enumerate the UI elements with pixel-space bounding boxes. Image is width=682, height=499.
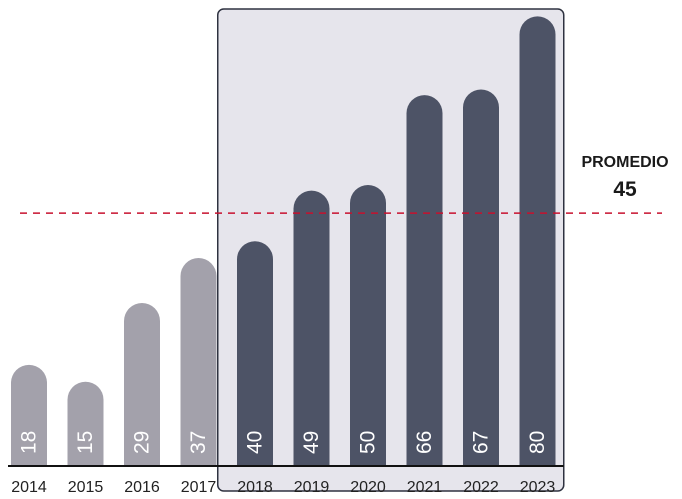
bar-value-label-2023: 80 bbox=[526, 431, 549, 454]
bar-2020 bbox=[350, 185, 386, 466]
bar-2023 bbox=[519, 16, 556, 467]
x-tick-labels: 2014 2015 2016 2017 2018 2019 2020 2021 2022 2023 bbox=[11, 479, 555, 496]
bar-value-label-2019: 49 bbox=[300, 431, 323, 454]
bar-value-label-2018: 40 bbox=[244, 431, 267, 454]
bar-value-label-2022: 67 bbox=[470, 431, 493, 454]
bar-2021 bbox=[406, 95, 443, 466]
bar-2014 bbox=[11, 364, 47, 466]
x-tick-label-2020: 2020 bbox=[350, 479, 386, 496]
bars-group: 18 15 29 37 40 49 50 66 67 80 bbox=[11, 16, 556, 467]
x-tick-label-2017: 2017 bbox=[181, 479, 217, 496]
bar-value-label-2020: 50 bbox=[357, 431, 380, 454]
bar-2022 bbox=[463, 89, 499, 467]
average-title: PROMEDIO bbox=[581, 154, 668, 171]
x-tick-label-2022: 2022 bbox=[463, 479, 499, 496]
bar-2015 bbox=[67, 381, 104, 466]
x-tick-label-2021: 2021 bbox=[407, 479, 443, 496]
bar-2018 bbox=[237, 241, 273, 466]
bar-value-label-2015: 15 bbox=[74, 431, 97, 454]
x-tick-label-2016: 2016 bbox=[124, 479, 160, 496]
x-tick-label-2015: 2015 bbox=[68, 479, 104, 496]
x-tick-label-2018: 2018 bbox=[237, 479, 273, 496]
x-tick-label-2014: 2014 bbox=[11, 479, 47, 496]
bar-value-label-2021: 66 bbox=[413, 431, 436, 454]
bar-2016 bbox=[124, 303, 160, 466]
x-tick-label-2023: 2023 bbox=[520, 479, 556, 496]
bar-value-label-2014: 18 bbox=[18, 431, 41, 454]
bar-2017 bbox=[180, 258, 217, 466]
bar-value-label-2017: 37 bbox=[187, 431, 210, 454]
average-value: 45 bbox=[613, 178, 637, 201]
bar-2019 bbox=[293, 190, 330, 466]
x-tick-label-2019: 2019 bbox=[294, 479, 330, 496]
bar-value-label-2016: 29 bbox=[131, 431, 154, 454]
